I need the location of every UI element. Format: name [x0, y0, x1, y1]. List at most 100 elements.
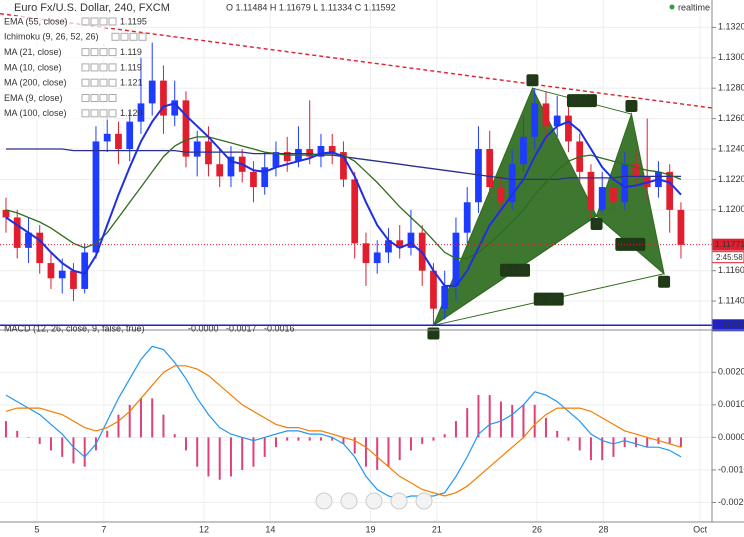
macd-histogram-bar — [331, 437, 334, 441]
candle-body — [452, 232, 460, 286]
pattern-point — [658, 275, 671, 288]
candle-body — [261, 167, 269, 188]
candle-body — [115, 133, 122, 150]
macd-histogram-bar — [83, 437, 86, 467]
indicator-button[interactable] — [81, 63, 90, 72]
status-dot — [669, 4, 675, 10]
ratio-badge — [533, 292, 564, 306]
indicator-button[interactable] — [129, 32, 138, 41]
indicator-button[interactable] — [90, 78, 99, 87]
indicator-button[interactable] — [81, 17, 90, 26]
candle-body — [385, 240, 392, 253]
macd-reading: -0.0017 — [226, 323, 257, 333]
candle-body — [25, 232, 32, 248]
macd-histogram-bar — [263, 437, 266, 457]
macd-histogram-bar — [556, 430, 559, 438]
candle-body — [36, 232, 44, 264]
candle-body — [441, 285, 449, 309]
macd-histogram-bar — [319, 437, 322, 441]
candle-body — [553, 115, 561, 127]
scroll-left-button[interactable] — [315, 492, 333, 510]
indicator-button[interactable] — [99, 78, 108, 87]
candle-body — [317, 145, 325, 157]
candle-body — [92, 141, 100, 253]
candle-body — [205, 141, 212, 165]
macd-histogram-bar — [544, 417, 547, 438]
indicator-button[interactable] — [108, 17, 117, 26]
macd-histogram-bar — [49, 437, 52, 451]
price-tag-label: 1.11771 — [715, 239, 744, 249]
macd-histogram-bar — [151, 398, 154, 438]
zoom-in-button[interactable] — [390, 492, 408, 510]
chart-title: Euro Fx/U.S. Dollar, 240, FXCM — [14, 2, 170, 14]
indicator-name: MA (200, close) — [4, 78, 67, 88]
candle-body — [250, 171, 257, 188]
zoom-out-button[interactable] — [340, 492, 358, 510]
macd-histogram-bar — [117, 414, 120, 438]
x-tick-label: Oct — [693, 524, 708, 534]
indicator-button[interactable] — [99, 17, 108, 26]
indicator-button[interactable] — [90, 17, 99, 26]
indicator-button[interactable] — [81, 78, 90, 87]
indicator-button[interactable] — [138, 32, 147, 41]
macd-line — [5, 365, 682, 497]
pattern-point — [590, 217, 603, 230]
candle-body — [13, 217, 21, 248]
macd-title: MACD (12, 26, close, 9, false, true) — [4, 323, 145, 333]
macd-histogram-bar — [27, 437, 30, 438]
macd-histogram-bar — [241, 437, 244, 470]
candle-body — [407, 232, 415, 248]
price-tag — [712, 319, 744, 332]
macd-histogram-bar — [252, 437, 255, 467]
candle-body — [463, 202, 471, 233]
indicator-button[interactable] — [81, 94, 90, 102]
indicator-button[interactable] — [90, 63, 99, 72]
indicator-button[interactable] — [99, 94, 108, 102]
candle-body — [103, 133, 111, 142]
indicator-button[interactable] — [108, 63, 117, 72]
indicator-button[interactable] — [99, 109, 108, 118]
macd-histogram-bar — [364, 437, 367, 467]
indicator-button[interactable] — [108, 109, 117, 118]
reset-button[interactable] — [365, 492, 383, 510]
candle-body — [216, 164, 224, 177]
y-tick-label: 0.0000 — [718, 432, 744, 442]
y-tick-label: -0.0010 — [718, 464, 744, 474]
indicator-name: EMA (55, close) — [4, 16, 68, 26]
macd-histogram-bar — [274, 437, 277, 448]
macd-histogram-bar — [522, 404, 525, 438]
pattern-point-label: A — [529, 75, 535, 85]
indicator-button[interactable] — [90, 94, 99, 102]
indicator-button[interactable] — [120, 32, 129, 41]
macd-histogram-bar — [207, 437, 210, 477]
ratio-badge — [566, 94, 597, 108]
candle-body — [373, 252, 381, 264]
macd-histogram-bar — [61, 437, 64, 457]
candle-body — [396, 240, 404, 248]
candle-body — [565, 115, 572, 142]
indicator-button[interactable] — [81, 48, 90, 57]
pattern-point-label: X — [430, 328, 436, 338]
indicator-button[interactable] — [108, 78, 117, 87]
indicator-button[interactable] — [90, 48, 99, 57]
candle-body — [666, 171, 674, 210]
indicator-button[interactable] — [99, 63, 108, 72]
indicator-button[interactable] — [111, 32, 120, 41]
scroll-right-button[interactable] — [415, 492, 433, 510]
candle-body — [70, 270, 77, 289]
pattern-point-label: C — [628, 100, 635, 110]
candle-body — [182, 100, 190, 157]
price-tag — [712, 238, 744, 251]
indicator-value: 1.120 — [120, 108, 143, 118]
indicator-button[interactable] — [108, 94, 117, 102]
macd-histogram-bar — [646, 437, 649, 448]
indicator-button[interactable] — [81, 109, 90, 118]
macd-histogram-bar — [623, 437, 626, 448]
indicator-button[interactable] — [108, 48, 117, 57]
macd-histogram-bar — [229, 437, 232, 477]
macd-reading: -0.0000 — [188, 323, 219, 333]
indicator-name: EMA (9, close) — [4, 93, 63, 103]
indicator-button[interactable] — [90, 109, 99, 118]
macd-histogram-bar — [499, 401, 502, 438]
indicator-button[interactable] — [99, 48, 108, 57]
